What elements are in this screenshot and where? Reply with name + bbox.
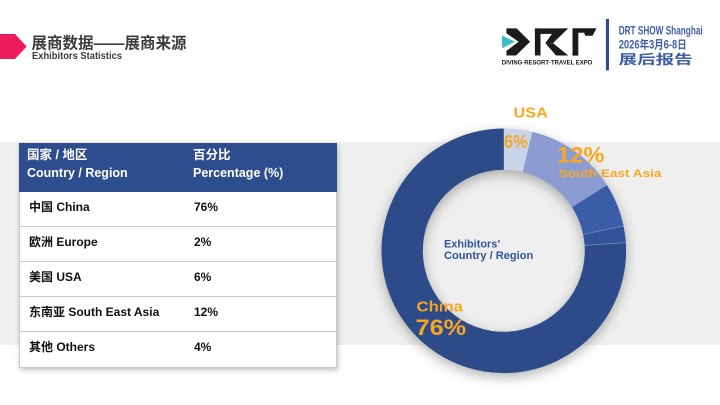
svg-text:DIVING·RESORT·TRAVEL EXPO: DIVING·RESORT·TRAVEL EXPO [502,61,593,67]
svg-text:2026年3月6-8日: 2026年3月6-8日 [619,36,687,52]
svg-text:DRT SHOW Shanghai: DRT SHOW Shanghai [619,25,703,37]
svg-text:展后报告: 展后报告 [619,49,693,68]
svg-text:Exhibitors Statistics: Exhibitors Statistics [32,51,122,62]
svg-text:展商数据——展商来源: 展商数据——展商来源 [32,30,187,54]
svg-text:USA: USA [514,106,549,122]
